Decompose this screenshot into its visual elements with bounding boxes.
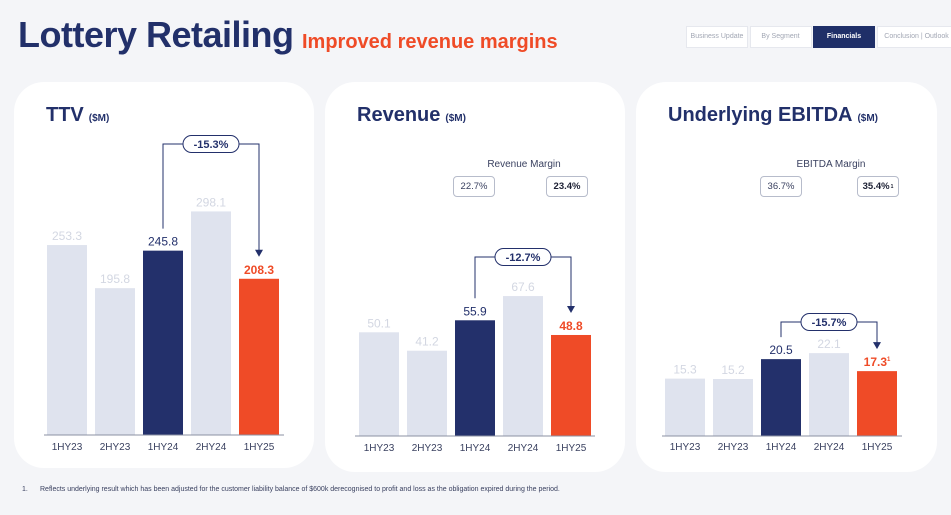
ttv-title-text: TTV	[46, 104, 84, 126]
ebitda-margin-label: EBITDA Margin	[796, 159, 866, 170]
ttv-category-label: 2HY24	[196, 442, 227, 453]
footnote-text: Reflects underlying result which has bee…	[40, 486, 560, 493]
ebitda-category-label: 1HY24	[766, 442, 797, 453]
ebitda-change-label: -15.7%	[812, 317, 847, 329]
ebitda-unit: ($M)	[857, 113, 879, 124]
revenue-value-label: 50.1	[367, 316, 391, 330]
ebitda-title: Underlying EBITDA ($M)	[668, 104, 878, 127]
ebitda-bar-1hy24	[761, 359, 801, 436]
ebitda-value-footnote-mark: 1	[887, 357, 891, 363]
tab-financials[interactable]: Financials	[813, 26, 875, 48]
ttv-chart: 253.3 1HY23 195.8 2HY23 245.8 1HY24 298.1 2HY24…	[44, 135, 284, 453]
ebitda-change-pill	[800, 313, 858, 331]
ebitda-margin-current: 35.4% 1	[857, 176, 899, 197]
ebitda-value-label: 20.5	[769, 343, 793, 357]
ttv-bar-1hy24	[143, 250, 183, 435]
ebitda-category-label: 1HY23	[670, 442, 701, 453]
ebitda-category-label: 1HY25	[862, 442, 893, 453]
ttv-value-label: 298.1	[196, 195, 226, 209]
revenue-category-label: 1HY25	[556, 443, 587, 454]
ebitda-value-label: 17.31	[864, 355, 891, 369]
revenue-panel: Revenue ($M) Revenue Margin 22.7% 23.4% 5…	[325, 82, 625, 472]
ttv-category-label: 1HY24	[148, 442, 179, 453]
footnote: 1. Reflects underlying result which has b…	[22, 486, 560, 493]
ttv-title: TTV ($M)	[46, 104, 109, 127]
ttv-category-label: 1HY23	[52, 442, 83, 453]
revenue-bar-2hy24	[503, 296, 543, 436]
ebitda-bar-1hy23	[665, 378, 705, 436]
revenue-chart: 50.1 1HY23 41.2 2HY23 55.9 1HY24 67.6 2HY24 48.8…	[355, 248, 595, 454]
ttv-category-label: 1HY25	[244, 442, 275, 453]
revenue-change-arrowhead	[567, 305, 575, 313]
revenue-value-label: 48.8	[559, 319, 583, 333]
revenue-value-label: 41.2	[415, 335, 439, 349]
ebitda-bar-1hy25	[857, 371, 897, 436]
ttv-bar-1hy23	[47, 245, 87, 435]
ttv-value-label: 245.8	[148, 235, 178, 249]
ttv-bar-2hy24	[191, 211, 231, 435]
ebitda-value-label: 15.3	[673, 363, 697, 377]
revenue-category-label: 1HY24	[460, 443, 491, 454]
ttv-value-label: 195.8	[100, 272, 130, 286]
ebitda-margin-current-value: 35.4%	[862, 181, 890, 192]
revenue-change-pill	[494, 248, 552, 266]
tab-conclusion-outlook[interactable]: Conclusion | Outlook	[876, 26, 951, 48]
ebitda-bar-2hy24	[809, 353, 849, 436]
tab-business-update[interactable]: Business Update	[686, 26, 748, 48]
ebitda-panel: Underlying EBITDA ($M) EBITDA Margin 36.7…	[636, 82, 937, 472]
ebitda-category-label: 2HY24	[814, 442, 845, 453]
ttv-bar-2hy23	[95, 288, 135, 435]
section-nav: Business Update By Segment Financials Co…	[686, 26, 951, 48]
ebitda-bar-2hy23	[713, 379, 753, 436]
ebitda-value-label: 15.2	[721, 363, 745, 377]
revenue-bar-1hy24	[455, 320, 495, 436]
revenue-title-text: Revenue	[357, 104, 441, 126]
tab-by-segment[interactable]: By Segment	[749, 26, 812, 48]
revenue-margin-current: 23.4%	[546, 176, 588, 197]
revenue-bar-1hy25	[551, 334, 591, 436]
ebitda-margin-prior: 36.7%	[760, 176, 802, 197]
ttv-category-label: 2HY23	[100, 442, 131, 453]
ttv-change-label: -15.3%	[194, 139, 229, 151]
ttv-panel: TTV ($M) 253.3 1HY23 195.8 2HY23 245.8 1HY24 29…	[14, 82, 314, 468]
revenue-margin-prior: 22.7%	[453, 176, 495, 197]
page-title: Lottery Retailing	[18, 14, 294, 55]
revenue-bar-2hy23	[407, 350, 447, 436]
ebitda-chart: 15.3 1HY23 15.2 2HY23 20.5 1HY24 22.1 2HY24 17.3…	[662, 313, 902, 453]
revenue-change-label: -12.7%	[506, 252, 541, 264]
ttv-value-label: 253.3	[52, 229, 82, 243]
ttv-change-pill	[182, 135, 240, 153]
revenue-category-label: 2HY23	[412, 443, 443, 454]
revenue-bar-1hy23	[359, 332, 399, 436]
ebitda-category-label: 2HY23	[718, 442, 749, 453]
ttv-bar-1hy25	[239, 278, 279, 435]
revenue-category-label: 2HY24	[508, 443, 539, 454]
ttv-change-arrowhead	[255, 249, 263, 257]
revenue-value-label: 67.6	[511, 280, 535, 294]
ttv-value-label: 208.3	[244, 263, 274, 277]
revenue-category-label: 1HY23	[364, 443, 395, 454]
ttv-unit: ($M)	[88, 113, 110, 124]
footnote-number: 1.	[22, 486, 28, 493]
revenue-unit: ($M)	[445, 113, 466, 124]
revenue-margin-label: Revenue Margin	[487, 159, 561, 170]
revenue-title: Revenue ($M)	[357, 104, 466, 127]
ebitda-title-text: Underlying EBITDA	[668, 104, 853, 126]
ebitda-margin-footnote-mark: 1	[890, 183, 894, 190]
ebitda-value-label: 22.1	[817, 337, 841, 351]
ebitda-change-arrowhead	[873, 342, 881, 350]
page-subtitle: Improved revenue margins	[302, 31, 558, 53]
revenue-value-label: 55.9	[463, 304, 487, 318]
